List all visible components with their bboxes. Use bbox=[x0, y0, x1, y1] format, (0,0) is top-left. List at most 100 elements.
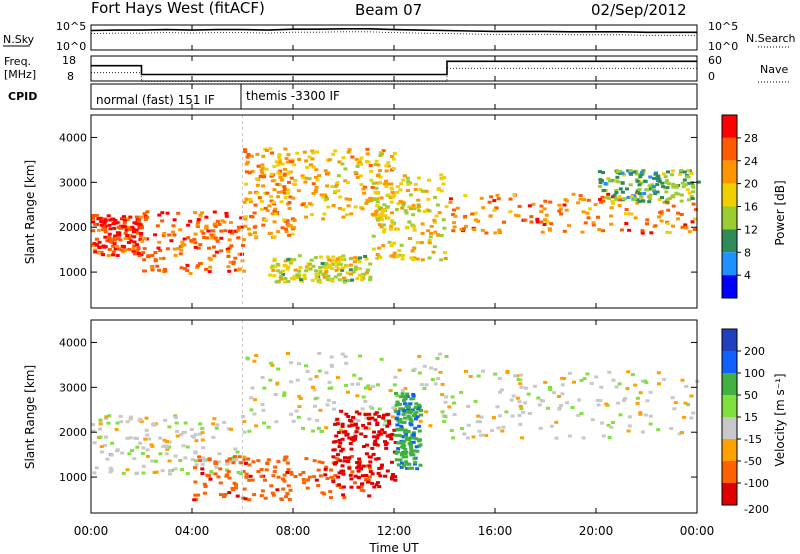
data-cell bbox=[580, 230, 585, 234]
data-cell bbox=[245, 155, 250, 159]
data-cell bbox=[385, 193, 390, 197]
data-cell bbox=[392, 251, 397, 255]
data-cell bbox=[648, 175, 653, 179]
data-cell bbox=[390, 223, 395, 227]
data-cell bbox=[201, 446, 206, 450]
data-cell bbox=[342, 276, 346, 280]
data-cell bbox=[239, 472, 244, 476]
data-cell bbox=[532, 384, 537, 388]
colorbar-tick-label: 50 bbox=[744, 389, 758, 402]
data-cell bbox=[406, 407, 411, 411]
data-cell bbox=[409, 446, 414, 450]
data-cell bbox=[138, 441, 143, 445]
data-cell bbox=[267, 231, 272, 235]
data-cell bbox=[334, 264, 339, 268]
data-cell bbox=[94, 466, 99, 470]
data-cell bbox=[261, 223, 266, 227]
data-cell bbox=[671, 224, 675, 228]
data-cell bbox=[243, 224, 248, 228]
data-cell bbox=[143, 236, 147, 240]
data-cell bbox=[196, 220, 201, 224]
data-cell bbox=[689, 416, 694, 420]
data-cell bbox=[669, 173, 674, 177]
data-cell bbox=[433, 230, 438, 234]
data-cell bbox=[362, 185, 367, 189]
data-cell bbox=[518, 404, 523, 408]
data-cell bbox=[92, 242, 97, 246]
data-cell bbox=[193, 232, 198, 236]
data-cell bbox=[389, 155, 394, 158]
data-cell bbox=[212, 254, 217, 258]
data-cell bbox=[236, 228, 241, 232]
data-cell bbox=[366, 480, 371, 484]
colorbar-tick-label: 200 bbox=[744, 345, 765, 358]
data-cell bbox=[269, 361, 273, 365]
data-cell bbox=[374, 191, 379, 195]
data-cell bbox=[171, 224, 176, 228]
data-cell bbox=[320, 429, 325, 433]
data-cell bbox=[263, 206, 268, 210]
data-cell bbox=[382, 413, 386, 417]
data-cell bbox=[198, 459, 203, 462]
data-cell bbox=[429, 366, 433, 370]
data-cell bbox=[133, 436, 138, 440]
data-cell bbox=[655, 183, 660, 187]
data-cell bbox=[364, 201, 369, 205]
nave-label: Nave bbox=[760, 63, 788, 76]
data-cell bbox=[374, 159, 379, 163]
data-cell bbox=[648, 414, 653, 418]
data-cell bbox=[452, 413, 457, 416]
data-cell bbox=[255, 191, 260, 195]
data-cell bbox=[198, 243, 203, 247]
data-cell bbox=[341, 493, 346, 497]
data-cell bbox=[144, 215, 149, 219]
freq-tick-top: 18 bbox=[62, 54, 76, 67]
data-cell bbox=[287, 201, 292, 205]
data-cell bbox=[432, 245, 437, 249]
data-cell bbox=[272, 257, 277, 261]
data-cell bbox=[289, 261, 294, 265]
data-cell bbox=[266, 458, 271, 462]
data-cell bbox=[422, 364, 427, 368]
data-cell bbox=[293, 182, 297, 186]
data-cell bbox=[661, 185, 666, 189]
data-cell bbox=[586, 198, 591, 202]
data-cell bbox=[329, 386, 334, 390]
data-cell bbox=[376, 433, 381, 437]
data-cell bbox=[195, 223, 200, 227]
data-cell bbox=[112, 242, 117, 246]
data-cell bbox=[333, 185, 338, 188]
data-cell bbox=[490, 429, 495, 433]
data-cell bbox=[254, 177, 259, 181]
data-cell bbox=[336, 260, 341, 264]
noise-right-tick-bottom: 10^0 bbox=[708, 40, 738, 53]
data-cell bbox=[394, 208, 399, 211]
data-cell bbox=[111, 244, 116, 248]
data-cell bbox=[404, 460, 409, 464]
data-cell bbox=[687, 191, 692, 195]
data-cell bbox=[377, 246, 382, 250]
data-cell bbox=[383, 214, 388, 218]
data-cell bbox=[349, 477, 354, 481]
data-cell bbox=[404, 455, 409, 459]
data-cell bbox=[282, 391, 287, 395]
data-cell bbox=[355, 164, 360, 168]
data-cell bbox=[401, 446, 406, 450]
data-cell bbox=[416, 206, 421, 210]
data-cell bbox=[614, 197, 619, 201]
data-cell bbox=[319, 255, 323, 259]
data-cell bbox=[419, 241, 424, 245]
data-cell bbox=[428, 235, 433, 239]
data-cell bbox=[193, 241, 198, 245]
data-cell bbox=[357, 461, 362, 465]
data-cell bbox=[399, 243, 404, 247]
data-cell bbox=[367, 464, 372, 468]
data-cell bbox=[249, 396, 254, 400]
data-cell bbox=[407, 438, 412, 442]
data-cell bbox=[370, 416, 375, 420]
data-cell bbox=[657, 215, 662, 219]
date-title: 02/Sep/2012 bbox=[591, 1, 687, 19]
data-cell bbox=[543, 199, 548, 203]
data-cell bbox=[278, 183, 282, 187]
data-cell bbox=[372, 430, 376, 434]
